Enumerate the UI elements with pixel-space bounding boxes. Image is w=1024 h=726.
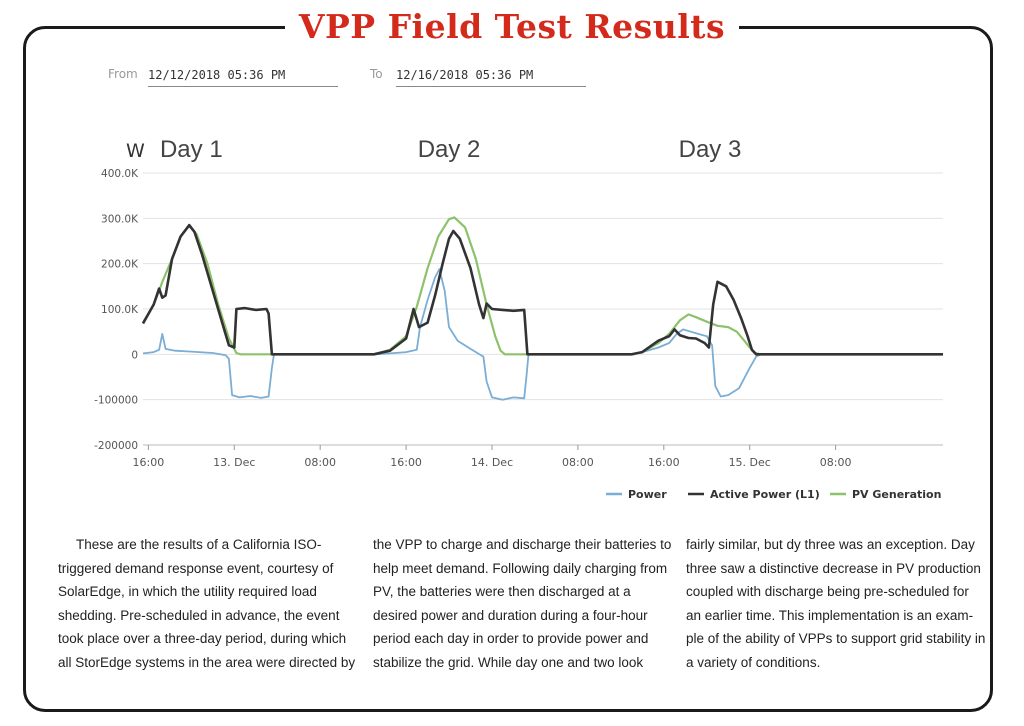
y-tick-label: -100000: [94, 395, 138, 407]
text-column-3: fairly similar, but dy three was an exce…: [686, 533, 986, 675]
legend-item[interactable]: PV Generation: [830, 488, 941, 501]
x-tick-label: 08:00: [304, 456, 336, 469]
y-tick-label: 0: [131, 349, 138, 361]
x-axis: 16:00 13. Dec 08:00 16:00 14. Dec 08:00 16:00 1…: [133, 444, 943, 469]
annotations: Day 1 Day 2 Day 3: [160, 136, 741, 163]
y-tick-label: 100.0K: [101, 304, 139, 316]
series-line-pv-generation: [142, 216, 943, 356]
x-tick-label: 15. Dec: [729, 456, 771, 469]
from-date-input[interactable]: 12/12/2018 05:36 PM: [148, 68, 338, 87]
x-tick-label: 13. Dec: [213, 456, 255, 469]
text-column-1: These are the results of a California IS…: [58, 533, 358, 675]
y-tick-label: 200.0K: [101, 259, 139, 271]
paragraph-2: the VPP to charge and discharge their ba…: [373, 537, 672, 670]
legend[interactable]: Power Active Power (L1) PV Generation: [606, 488, 941, 501]
x-tick-label: 16:00: [648, 456, 680, 469]
series-line-active-power-l1: [141, 223, 943, 356]
y-tick-label: 300.0K: [101, 213, 139, 225]
x-tick-label: 08:00: [820, 456, 852, 469]
page-title: VPP Field Test Results: [284, 6, 740, 48]
series-line-power: [142, 268, 943, 401]
text-column-2: the VPP to charge and discharge their ba…: [373, 533, 673, 675]
to-date-input[interactable]: 12/16/2018 05:36 PM: [396, 68, 586, 87]
day-annotation: Day 1: [160, 136, 223, 163]
paragraph-3: fairly similar, but dy three was an exce…: [686, 537, 986, 670]
y-axis-label: W: [126, 140, 145, 162]
day-annotation: Day 2: [418, 136, 481, 163]
x-tick-label: 08:00: [562, 456, 594, 469]
legend-label: PV Generation: [852, 488, 941, 501]
legend-label: Active Power (L1): [710, 488, 820, 501]
legend-item[interactable]: Active Power (L1): [688, 488, 820, 501]
from-label: From: [108, 67, 138, 81]
x-tick-label: 14. Dec: [471, 456, 513, 469]
legend-item[interactable]: Power: [606, 488, 667, 501]
legend-label: Power: [628, 488, 667, 501]
to-label: To: [370, 67, 383, 81]
day-annotation: Day 3: [679, 136, 742, 163]
paragraph-1: These are the results of a California IS…: [58, 537, 356, 670]
y-tick-label: -200000: [94, 440, 138, 452]
y-axis: 400.0K 300.0K 200.0K 100.0K 0 -100000 -200000: [94, 168, 139, 452]
x-tick-label: 16:00: [390, 456, 422, 469]
x-tick-label: 16:00: [133, 456, 165, 469]
series: [141, 216, 943, 401]
y-tick-label: 400.0K: [101, 168, 139, 180]
title-bar: VPP Field Test Results: [0, 6, 1024, 48]
